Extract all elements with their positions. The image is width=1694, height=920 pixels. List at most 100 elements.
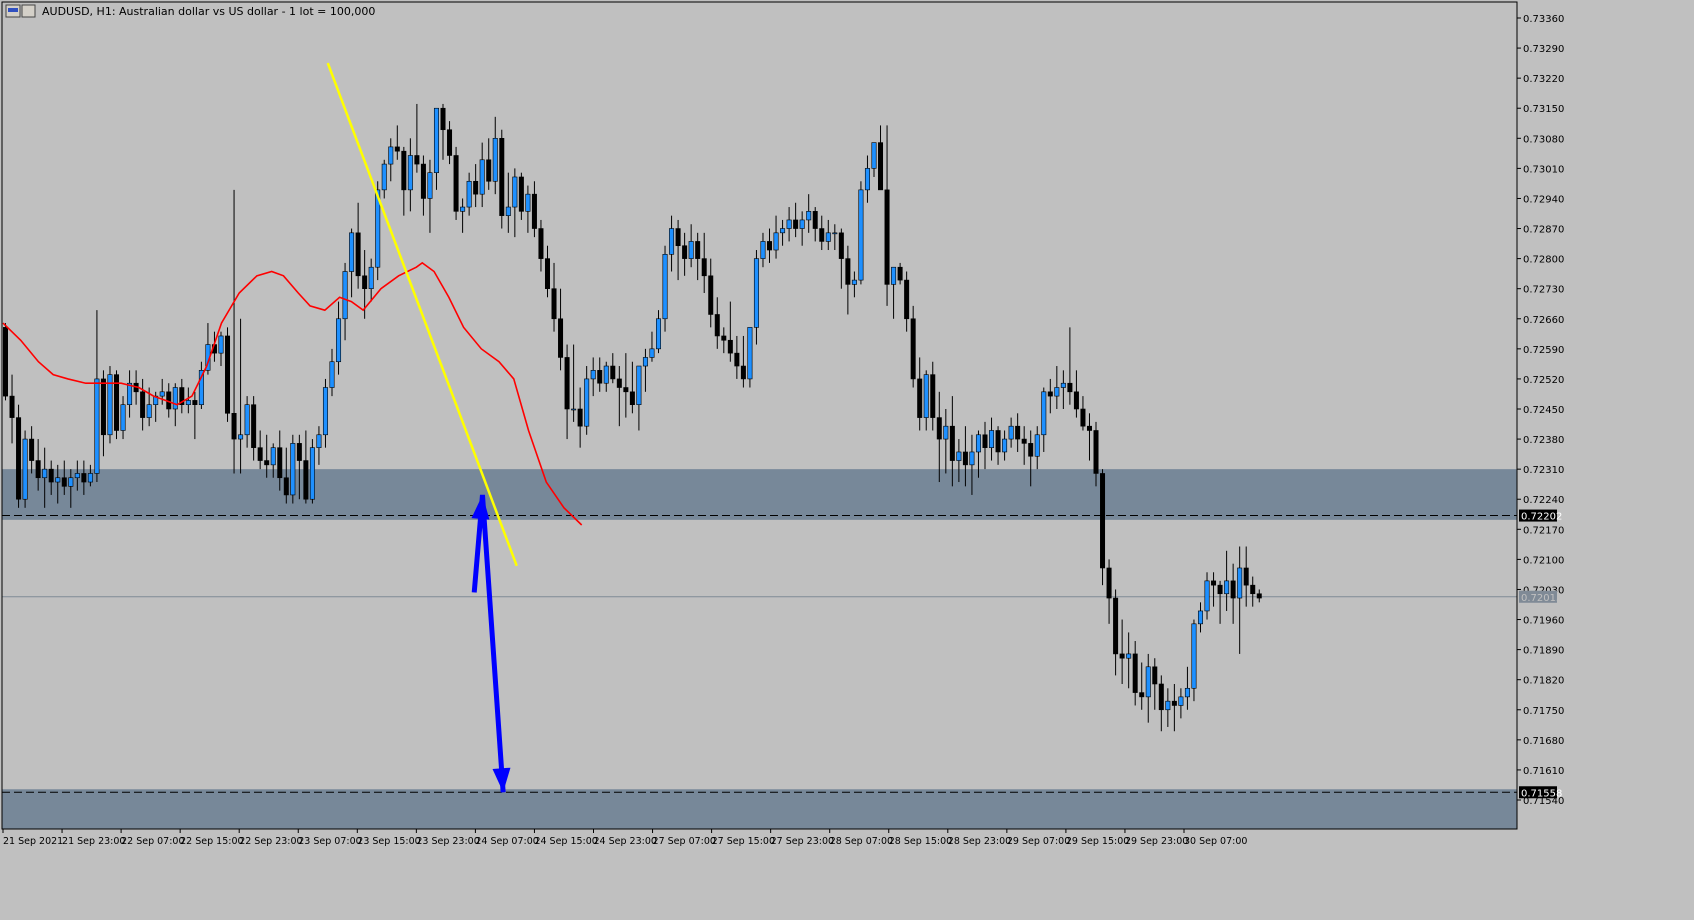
supply-demand-zone-2	[2, 789, 1517, 829]
candle-body-bullish	[1034, 434, 1040, 457]
candle	[505, 172, 511, 233]
candle-body-bullish	[381, 163, 387, 191]
candle-body-bearish	[610, 365, 616, 380]
candle-body-bearish	[1256, 593, 1262, 599]
candle-body-bullish	[329, 361, 335, 388]
upper-level-price-tag-box	[1519, 509, 1557, 522]
candle-body-bearish	[1047, 391, 1053, 397]
candle	[407, 138, 413, 212]
candle	[87, 464, 93, 487]
candle	[420, 155, 426, 216]
candle	[1211, 572, 1217, 607]
candle-body-bullish	[74, 473, 80, 479]
candle-body-bullish	[1060, 382, 1066, 388]
candle	[1217, 580, 1223, 624]
candle	[453, 146, 459, 220]
candle-body-bullish	[238, 434, 244, 440]
candle	[296, 434, 302, 500]
candle-body-bearish	[708, 275, 714, 315]
lower-level-price-tag-text: 0.71558	[1521, 788, 1562, 799]
candle	[1224, 550, 1230, 611]
candle	[244, 396, 250, 448]
candle-body-bullish	[753, 258, 759, 328]
candle-body-bearish	[936, 417, 942, 440]
y-tick-label: 0.72730	[1523, 285, 1564, 296]
candle-body-bearish	[904, 279, 910, 320]
candle-body-bearish	[1139, 692, 1145, 698]
candle-body-bullish	[662, 254, 668, 320]
candle-body-bearish	[179, 387, 185, 406]
candle	[218, 331, 224, 367]
candle	[316, 426, 322, 465]
y-tick-label: 0.73360	[1523, 14, 1564, 25]
candle	[812, 207, 818, 242]
candle-body-bullish	[975, 434, 981, 453]
candle	[22, 430, 28, 508]
candle-body-bullish	[427, 172, 433, 199]
candle-body-bearish	[727, 339, 733, 354]
candle	[1126, 632, 1132, 689]
candle	[845, 245, 851, 315]
candle-body-bearish	[1217, 584, 1223, 595]
candle	[989, 417, 995, 461]
candle-body-bullish	[322, 387, 328, 436]
candle-body-bearish	[251, 404, 257, 448]
candle-body-bullish	[832, 232, 838, 235]
candle	[1034, 426, 1040, 470]
candle-body-bullish	[584, 378, 590, 427]
candle	[486, 138, 492, 190]
candle	[492, 116, 498, 195]
current-price-tag-box	[1519, 590, 1557, 603]
candle	[1171, 683, 1177, 732]
candle	[642, 348, 648, 392]
candle-body-bullish	[773, 232, 779, 251]
candle	[773, 215, 779, 259]
candle	[793, 202, 799, 238]
candle	[544, 245, 550, 298]
candle	[649, 331, 655, 362]
candle-body-bullish	[42, 468, 48, 479]
candle	[551, 262, 557, 332]
candle	[1002, 430, 1008, 461]
candle-body-bullish	[851, 279, 857, 285]
candle-body-bearish	[531, 193, 537, 229]
candle-body-bullish	[891, 266, 897, 285]
candle	[127, 370, 133, 418]
candle-body-bearish	[838, 232, 844, 259]
candle	[1237, 546, 1243, 654]
candle	[29, 426, 35, 474]
candle-body-bearish	[362, 275, 368, 289]
candle	[120, 396, 126, 440]
candle	[734, 335, 740, 379]
candle-body-bullish	[1178, 696, 1184, 706]
candle-body-bullish	[1204, 580, 1210, 612]
x-tick-label: 29 Sep 23:00	[1125, 836, 1188, 847]
y-tick-label: 0.71960	[1523, 616, 1564, 627]
y-tick-label: 0.72170	[1523, 525, 1564, 536]
candle	[1152, 658, 1158, 710]
candle	[1113, 589, 1119, 676]
candle	[1243, 546, 1249, 607]
candle	[623, 353, 629, 418]
candle-body-bullish	[107, 374, 113, 436]
candle	[695, 232, 701, 281]
candle-body-bullish	[858, 189, 864, 281]
candle-body-bullish	[825, 232, 831, 242]
candle	[930, 361, 936, 431]
candle	[42, 447, 48, 508]
candle-body-bearish	[473, 180, 479, 195]
candle	[329, 348, 335, 397]
x-tick-label: 24 Sep 15:00	[534, 836, 597, 847]
y-tick-label: 0.71540	[1523, 796, 1564, 807]
candle	[1060, 370, 1066, 409]
candle	[1158, 675, 1164, 732]
candle	[597, 357, 603, 392]
candle	[662, 245, 668, 332]
candle-body-bearish	[61, 477, 67, 487]
candle	[975, 430, 981, 478]
x-tick-label: 23 Sep 23:00	[416, 836, 479, 847]
candle-body-bullish	[760, 241, 766, 259]
candle-body-bullish	[270, 447, 276, 466]
y-tick-label: 0.71890	[1523, 646, 1564, 657]
y-tick-label: 0.72100	[1523, 555, 1564, 566]
